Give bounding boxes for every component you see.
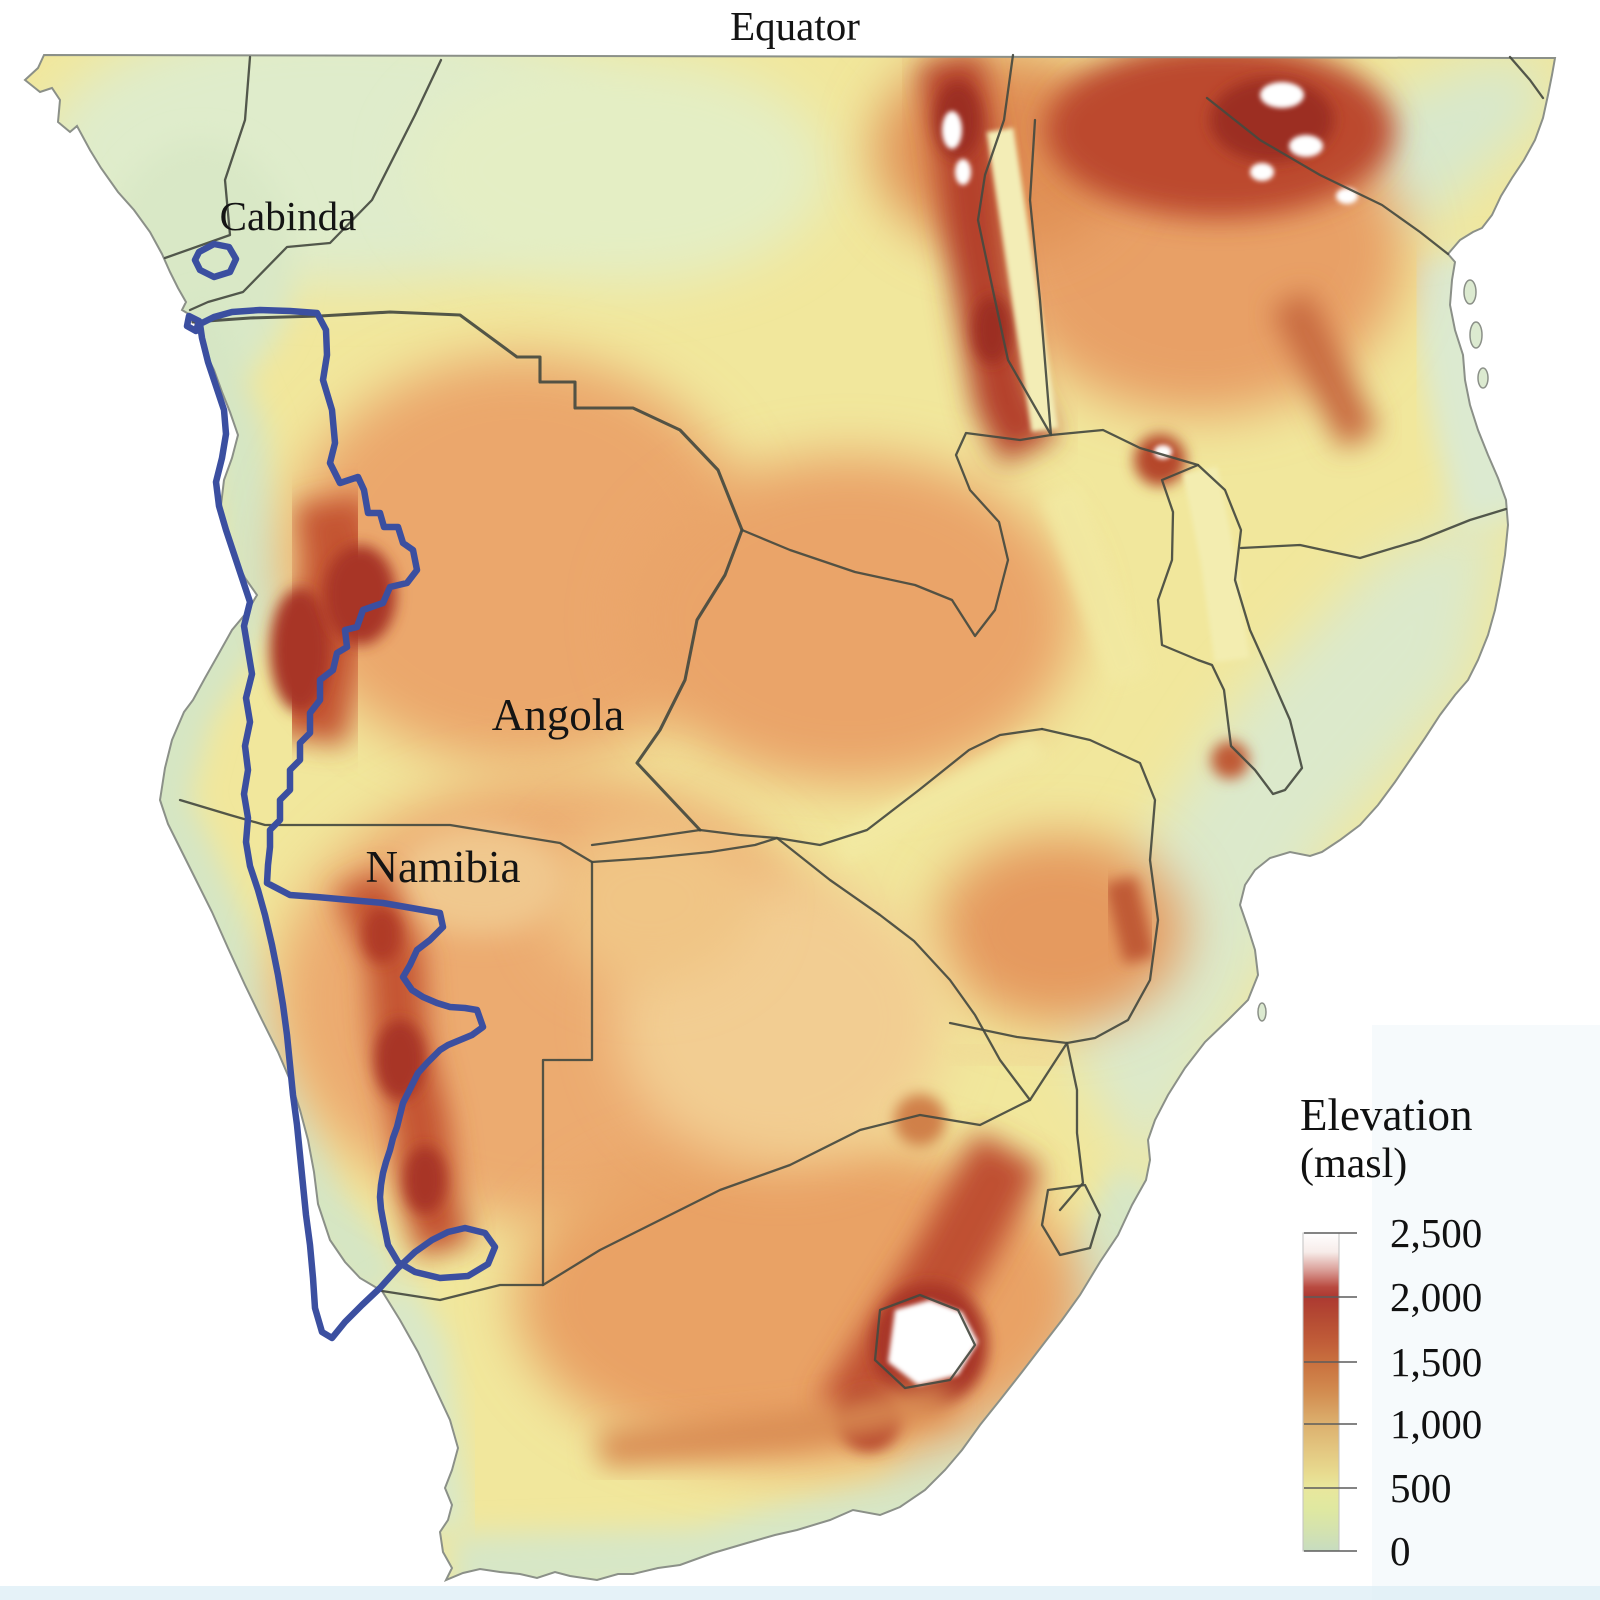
study-region-outline xyxy=(196,306,499,1342)
equator-label: Equator xyxy=(730,3,860,49)
legend-ticks xyxy=(1304,1232,1357,1552)
snow-peaks xyxy=(888,82,1358,1385)
legend-tick-label: 2,000 xyxy=(1390,1274,1482,1320)
legend-tick-label: 0 xyxy=(1390,1528,1411,1574)
islands xyxy=(1257,279,1489,1022)
angola-label: Angola xyxy=(492,690,625,740)
legend: Elevation (masl) 2,500 2,000 1,500 1,000… xyxy=(1300,1090,1482,1574)
legend-title-line2: (masl) xyxy=(1300,1141,1407,1187)
legend-tick-label: 2,500 xyxy=(1390,1210,1482,1256)
cabinda-label: Cabinda xyxy=(220,193,357,239)
study-region-outlines xyxy=(183,240,499,1342)
legend-title-line1: Elevation xyxy=(1300,1090,1472,1140)
legend-tick-label: 500 xyxy=(1390,1465,1452,1511)
country-borders xyxy=(163,53,1545,1390)
ocean-tint-southeast xyxy=(1372,1025,1600,1600)
namibia-label: Namibia xyxy=(366,842,521,892)
cabinda-outline xyxy=(191,240,240,281)
legend-tick-label: 1,000 xyxy=(1390,1401,1482,1447)
legend-tick-labels: 2,500 2,000 1,500 1,000 500 0 xyxy=(1390,1210,1482,1574)
ocean-tint-bottom xyxy=(0,1586,1600,1600)
legend-colorbar xyxy=(1302,1232,1340,1552)
coast-notch-outline xyxy=(183,312,203,335)
legend-tick-label: 1,500 xyxy=(1390,1339,1482,1385)
